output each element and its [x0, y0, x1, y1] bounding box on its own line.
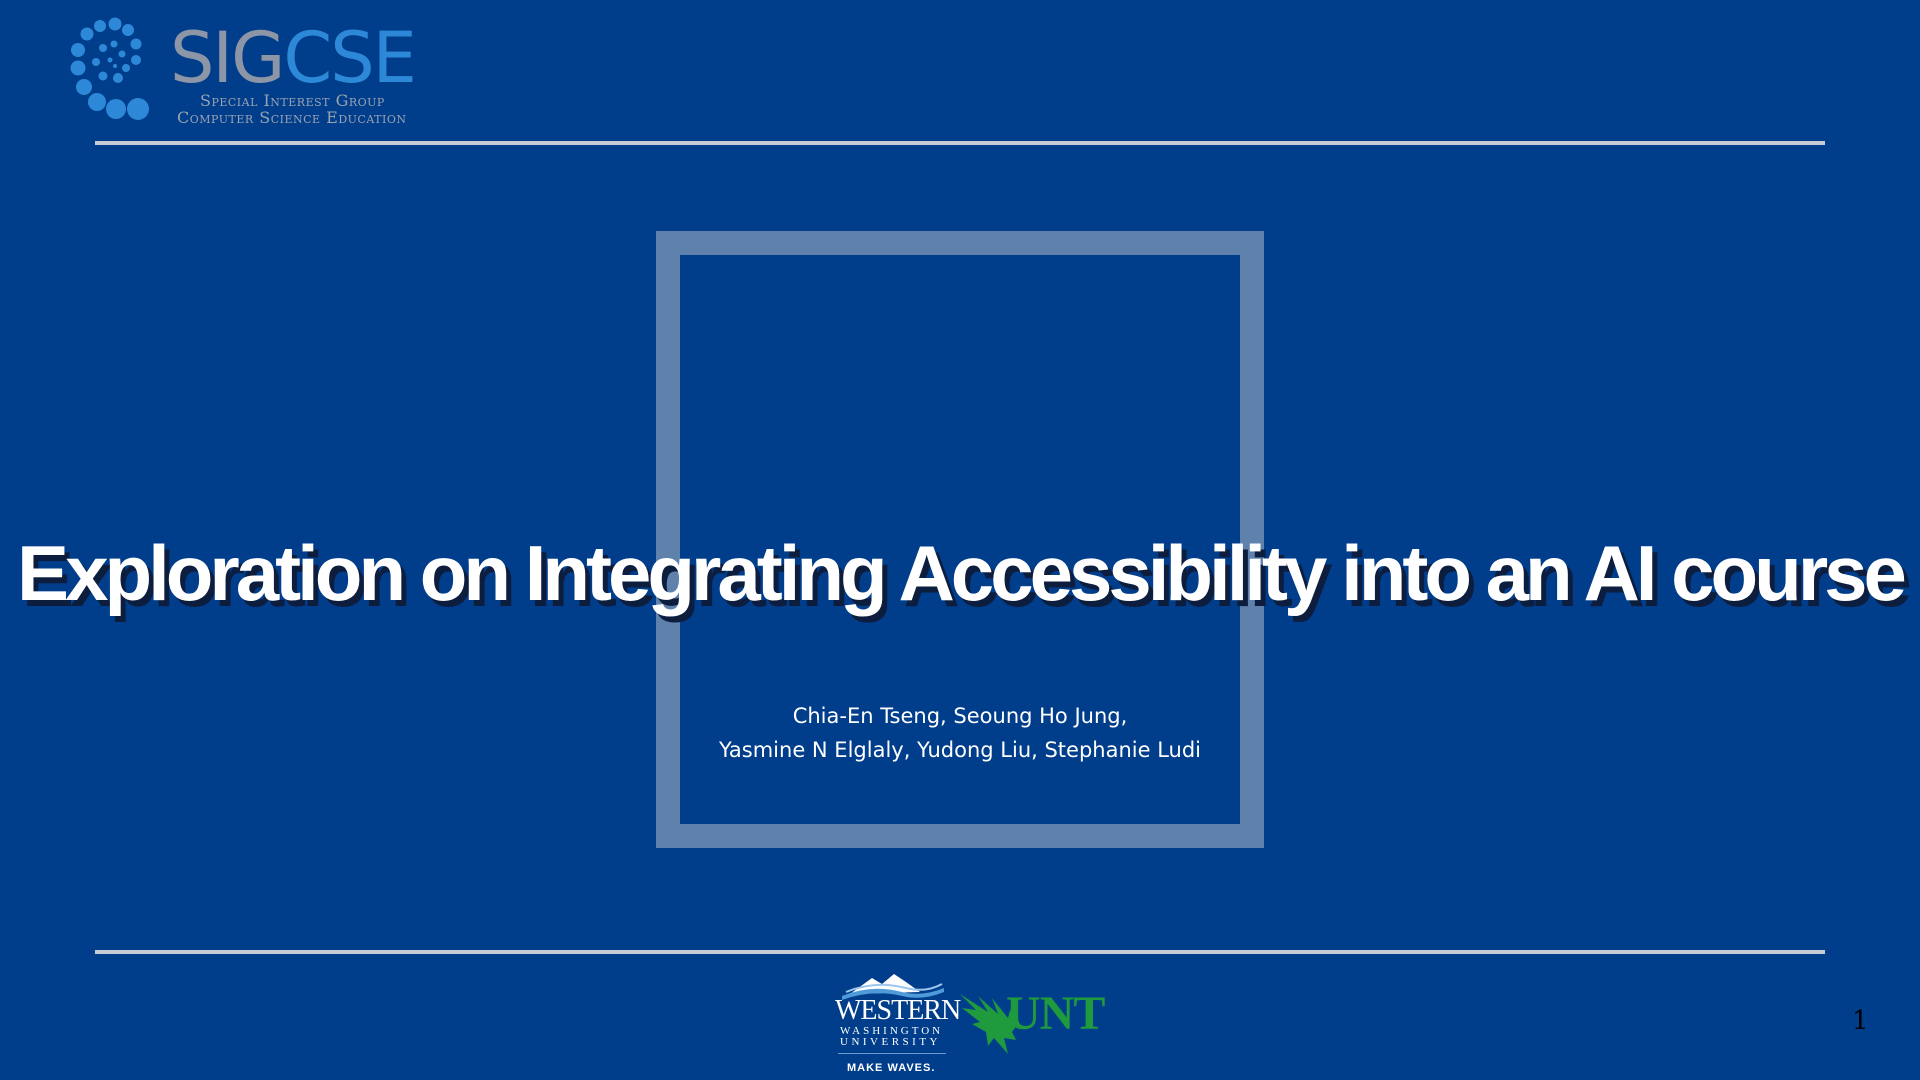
wwu-line-2: WASHINGTON: [840, 1025, 944, 1037]
wwu-wordmark: WESTERN: [835, 995, 961, 1026]
bottom-divider: [95, 950, 1825, 954]
page-number: 1: [1852, 1006, 1869, 1036]
eagle-icon: [960, 994, 1018, 1054]
mountain-wave-icon: [842, 974, 944, 1000]
wwu-logo: WESTERN WASHINGTON UNIVERSITY MAKE WAVES…: [832, 970, 961, 1080]
sigcse-dot-spiral-icon: [70, 17, 149, 120]
decorative-frame: [656, 231, 1264, 848]
authors-line-2: Yasmine N Elglaly, Yudong Liu, Stephanie…: [718, 738, 1202, 762]
wwu-line-3: UNIVERSITY: [840, 1036, 941, 1048]
slide-title: Exploration on Integrating Accessibility…: [17, 529, 1907, 617]
sigcse-wordmark: SIGCSE: [170, 17, 417, 99]
sigcse-logo: SIGCSE Special Interest Group Computer S…: [70, 16, 430, 132]
sigcse-subtitle-line1: Special Interest Group: [200, 91, 385, 110]
unt-wordmark: UNT: [1006, 987, 1105, 1040]
top-divider: [95, 141, 1825, 145]
authors-line-1: Chia-En Tseng, Seoung Ho Jung,: [792, 704, 1128, 728]
wwu-tagline: MAKE WAVES.: [847, 1062, 936, 1074]
wwu-divider: [838, 1053, 946, 1054]
sigcse-subtitle-line2: Computer Science Education: [177, 108, 407, 127]
unt-logo: UNT: [958, 988, 1118, 1058]
